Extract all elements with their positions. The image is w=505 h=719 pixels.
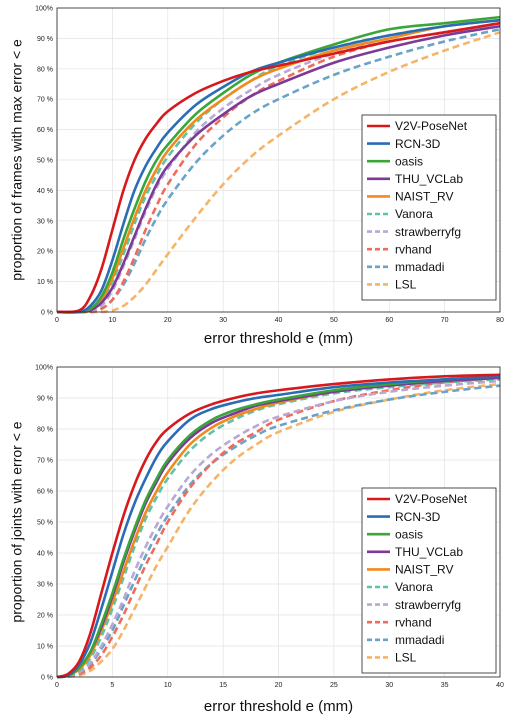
legend-label: RCN-3D (395, 510, 441, 524)
legend-label: RCN-3D (395, 137, 441, 151)
series-line-lsl (56, 382, 501, 679)
y-tick-label: 20 % (37, 249, 53, 256)
series-line-mmadadi (56, 28, 501, 314)
y-tick-label: 100% (35, 6, 53, 13)
legend-label: V2V-PoseNet (395, 492, 468, 506)
legend-label: oasis (395, 154, 423, 168)
x-tick-labels: 0 10 20 30 40 50 60 70 80 (55, 317, 504, 324)
y-tick-label: 70 % (37, 458, 53, 465)
y-tick-label: 90 % (37, 396, 53, 403)
legend-label: mmadadi (395, 260, 444, 274)
legend-label: Vanora (395, 207, 433, 221)
legend-label: LSL (395, 278, 417, 292)
legend-label: V2V-PoseNet (395, 119, 468, 133)
y-tick-label: 30 % (37, 218, 53, 225)
plot-frame (56, 7, 501, 313)
chart-frames-max-error: 0 % 10 % 20 % 30 % 40 % 50 % 60 % 70 % 80 % 90 % 1… (9, 6, 504, 348)
y-tick-label: 20 % (37, 613, 53, 620)
legend-label: THU_VCLab (395, 172, 463, 186)
series-line-oasis (56, 375, 501, 679)
legend-label: rvhand (395, 615, 432, 629)
y-tick-label: 80 % (37, 427, 53, 434)
x-tick-label: 20 (275, 682, 283, 689)
legend-label: strawberryfg (395, 598, 461, 612)
y-tick-labels: 0 % 10 % 20 % 30 % 40 % 50 % 60 % 70 % 80 % 90 % 1… (35, 365, 53, 682)
y-tick-label: 100% (35, 365, 53, 372)
series-line-vanora (56, 378, 501, 679)
y-tick-label: 50 % (37, 520, 53, 527)
x-tick-label: 60 (385, 317, 393, 324)
legend-label: Vanora (395, 580, 433, 594)
legend-box (361, 487, 497, 674)
legend: V2V-PoseNet RCN-3D oasis THU_VCLab NAIST_RV V… (361, 487, 497, 674)
x-tick-label: 70 (441, 317, 449, 324)
series-line-thu-vclab (56, 24, 501, 314)
y-tick-label: 90 % (37, 36, 53, 43)
series-lines (56, 373, 501, 679)
y-tick-label: 40 % (37, 188, 53, 195)
x-tick-label: 10 (164, 682, 172, 689)
legend-label: rvhand (395, 242, 432, 256)
x-tick-label: 5 (110, 682, 114, 689)
series-line-oasis (56, 15, 501, 314)
y-tick-label: 70 % (37, 97, 53, 104)
series-line-naist-rv (56, 18, 501, 314)
x-tick-label: 40 (275, 317, 283, 324)
y-tick-label: 50 % (37, 158, 53, 165)
x-tick-label: 15 (219, 682, 227, 689)
x-tick-label: 50 (330, 317, 338, 324)
y-tick-label: 80 % (37, 66, 53, 73)
x-tick-labels: 0 5 10 15 20 25 30 35 40 (55, 682, 504, 689)
x-tick-label: 20 (164, 317, 172, 324)
series-line-rcn-3d (56, 18, 501, 314)
chart-joints-error: 0 % 10 % 20 % 30 % 40 % 50 % 60 % 70 % 80 % 90 % 1… (9, 365, 504, 716)
y-tick-label: 10 % (37, 644, 53, 651)
legend-label: oasis (395, 527, 423, 541)
y-tick-label: 10 % (37, 279, 53, 286)
x-axis-label: error threshold e (mm) (204, 330, 353, 347)
series-lines (56, 15, 501, 314)
series-line-rcn-3d (56, 375, 501, 679)
x-axis-label: error threshold e (mm) (204, 698, 353, 715)
y-tick-label: 30 % (37, 582, 53, 589)
legend-label: strawberryfg (395, 225, 461, 239)
x-tick-label: 30 (219, 317, 227, 324)
x-tick-label: 80 (496, 317, 504, 324)
y-tick-label: 40 % (37, 551, 53, 558)
plot-frame (56, 366, 501, 678)
y-tick-label: 60 % (37, 489, 53, 496)
legend-box (361, 114, 497, 301)
legend-label: NAIST_RV (395, 563, 453, 577)
legend-label: NAIST_RV (395, 190, 453, 204)
x-tick-label: 40 (496, 682, 504, 689)
x-tick-label: 35 (441, 682, 449, 689)
legend-label: mmadadi (395, 633, 444, 647)
x-tick-label: 25 (330, 682, 338, 689)
legend-label: LSL (395, 651, 417, 665)
y-tick-label: 60 % (37, 127, 53, 134)
series-line-lsl (56, 31, 501, 314)
series-line-strawberryfg (56, 379, 501, 679)
y-axis-label: proportion of frames with max error < e (9, 39, 25, 281)
x-tick-label: 0 (55, 682, 59, 689)
series-line-v2v-posenet (56, 21, 501, 314)
y-tick-labels: 0 % 10 % 20 % 30 % 40 % 50 % 60 % 70 % 80 % 90 % 1… (35, 6, 53, 317)
x-tick-label: 30 (385, 682, 393, 689)
legend-label: THU_VCLab (395, 545, 463, 559)
series-line-v2v-posenet (56, 373, 501, 679)
x-tick-label: 10 (108, 317, 116, 324)
y-tick-label: 0 % (41, 310, 53, 317)
legend: V2V-PoseNet RCN-3D oasis THU_VCLab NAIST_RV V… (361, 114, 497, 301)
y-axis-label: proportion of joints with error < e (9, 421, 25, 622)
x-tick-label: 0 (55, 317, 59, 324)
y-tick-label: 0 % (41, 675, 53, 682)
